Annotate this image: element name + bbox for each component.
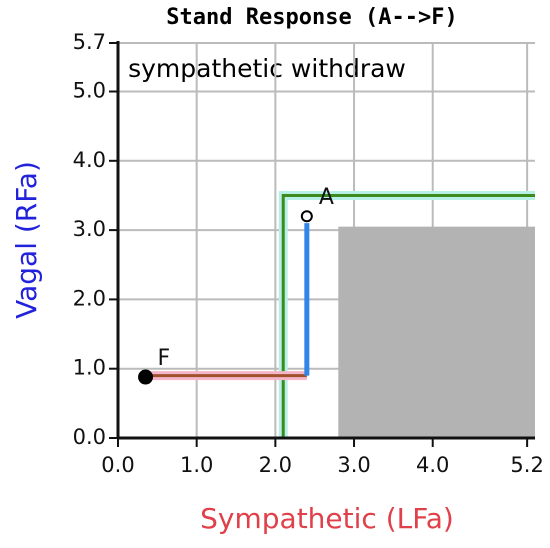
x-tick-label: 1.0 <box>180 453 213 477</box>
annotation: sympathetic withdraw <box>128 54 406 83</box>
x-tick-label: 5.2 <box>510 453 543 477</box>
x-tick-label: 0.0 <box>101 453 134 477</box>
line <box>281 193 535 438</box>
y-tick-label: 2.0 <box>73 286 106 310</box>
y-tick-label: 5.7 <box>73 30 106 54</box>
point-label: A <box>319 185 334 210</box>
y-axis-label: Vagal (RFa) <box>10 161 43 319</box>
y-tick-label: 5.0 <box>73 79 106 103</box>
x-tick-label: 4.0 <box>416 453 449 477</box>
chart-title: Stand Response (A-->F) <box>166 5 457 30</box>
x-tick-label: 2.0 <box>259 453 292 477</box>
x-axis-label: Sympathetic (LFa) <box>200 502 454 535</box>
x-tick-label: 3.0 <box>337 453 370 477</box>
shaded-region <box>338 226 535 438</box>
y-tick-label: 4.0 <box>73 148 106 172</box>
y-tick-label: 0.0 <box>73 425 106 449</box>
point <box>300 210 313 223</box>
point <box>138 369 154 385</box>
point-label: F <box>158 346 171 371</box>
y-tick-label: 1.0 <box>73 356 106 380</box>
y-tick-label: 3.0 <box>73 217 106 241</box>
